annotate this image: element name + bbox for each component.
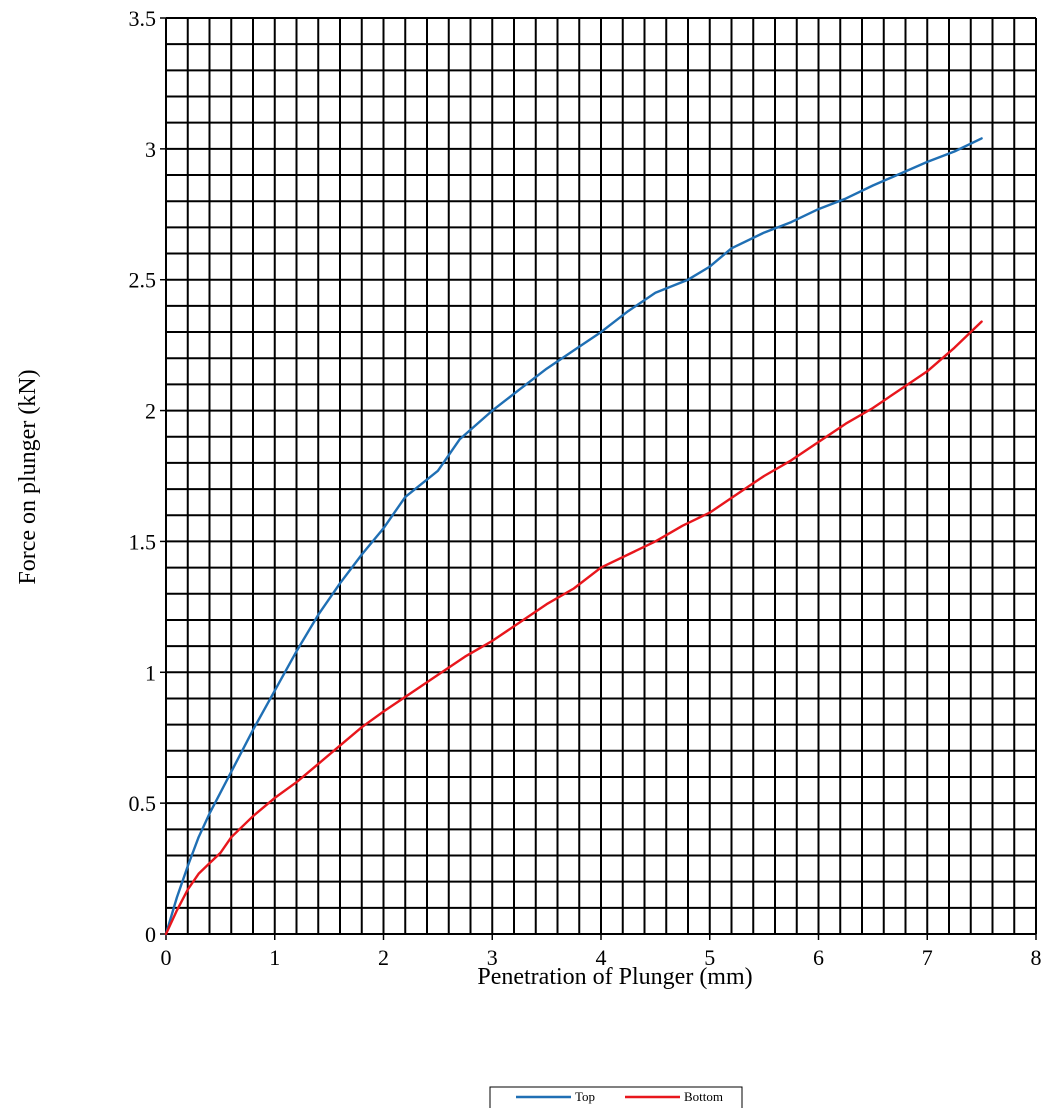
x-tick-label: 3 [487,945,498,970]
x-tick-label: 4 [596,945,607,970]
legend-label-top: Top [575,1089,595,1104]
x-tick-label: 6 [813,945,824,970]
legend-box [489,1086,743,1108]
y-tick-label: 2 [145,399,156,424]
x-tick-label: 0 [161,945,172,970]
x-axis-title: Penetration of Plunger (mm) [477,964,752,990]
legend: Top Bottom [489,1086,743,1108]
x-tick-label: 5 [704,945,715,970]
y-tick-label: 1.5 [129,529,157,554]
series-line-bottom [164,320,983,936]
y-tick-labels: 0 0.5 1 1.5 2 2.5 3 3.5 [129,6,157,947]
y-tick-label: 2.5 [129,268,157,293]
y-tick-label: 3 [145,137,156,162]
x-tick-label: 2 [378,945,389,970]
grid [160,17,1037,940]
series-group [164,137,983,936]
y-tick-label: 3.5 [129,6,157,31]
legend-label-bottom: Bottom [684,1089,723,1104]
y-tick-label: 0 [145,922,156,947]
x-tick-label: 1 [269,945,280,970]
y-tick-label: 1 [145,660,156,685]
y-tick-label: 0.5 [129,791,157,816]
x-tick-label: 8 [1031,945,1042,970]
series-line-top [164,137,983,936]
x-tick-labels: 0 1 2 3 4 5 6 7 8 [161,945,1042,970]
x-tick-label: 7 [922,945,933,970]
y-axis-title: Force on plunger (kN) [15,369,41,584]
